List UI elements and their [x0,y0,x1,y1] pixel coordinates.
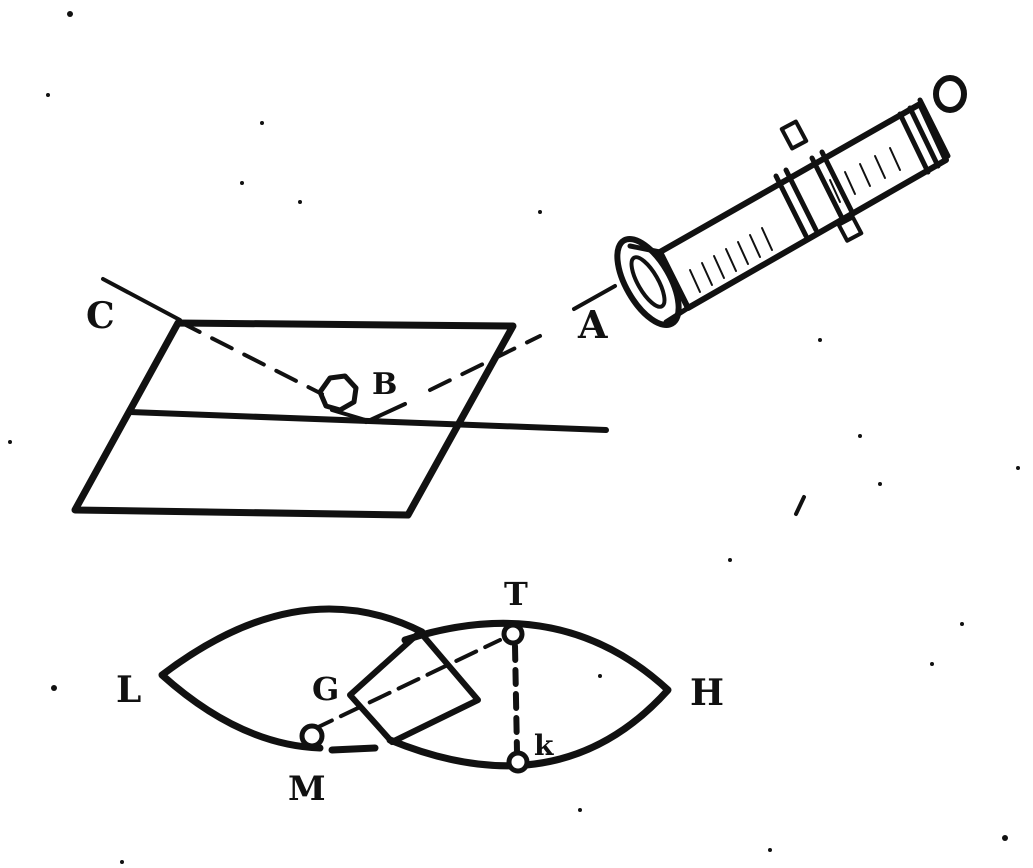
label-h: H [690,672,724,714]
point-k [506,750,530,774]
cannon-icon [614,75,967,328]
lower-figure: L G T H k M [116,575,724,809]
target-plane [71,319,517,519]
trajectory-c-b [178,320,324,396]
label-m: M [288,769,326,809]
trajectory-b-a [428,334,542,392]
label-g: G [312,670,339,708]
ink-specks [8,11,1020,864]
point-m [299,723,325,749]
lens-left [158,605,426,754]
point-t [501,622,525,646]
trajectory-g-t [310,638,502,732]
label-t: T [504,575,528,613]
trajectory-a-segment [572,284,617,311]
ball-icon [317,373,359,413]
label-k: k [534,729,554,762]
label-a: A [577,302,608,347]
upper-figure: C A B [71,75,967,519]
incoming-line-c [101,277,182,322]
label-b: B [372,367,397,402]
label-c: C [86,295,115,337]
overlap-region [347,629,481,745]
vertical-t-k [512,643,520,755]
bounce-line-2 [364,402,407,424]
label-l: L [116,669,141,711]
lens-right [386,619,672,770]
